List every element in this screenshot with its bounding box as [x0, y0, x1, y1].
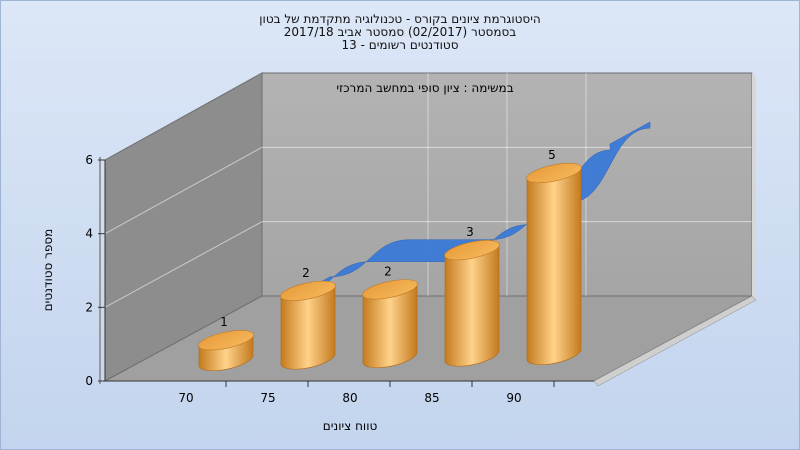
chart-title-line-1: היסטוגרמת ציונים בקורס - טכנולוגיה מתקדמ…: [259, 12, 541, 26]
chart-title-line-3: סטודנטים רשומים - 13: [341, 38, 459, 52]
bar-70: 1: [198, 315, 254, 371]
bar-top: [526, 162, 582, 184]
y-tick-label: 0: [85, 374, 93, 388]
back-wall: [261, 72, 753, 297]
bar-body: [526, 166, 582, 365]
bar-90: 5: [526, 148, 582, 365]
x-axis-title: טווח ציונים: [323, 419, 378, 433]
x-tick-label: 70: [178, 391, 193, 405]
bar-75: 2: [280, 266, 336, 370]
bar-body: [280, 284, 336, 370]
bar-body: [444, 243, 500, 367]
grid-line-wall: [104, 221, 263, 308]
bar-top: [198, 330, 254, 351]
bar-85: 3: [444, 225, 500, 367]
y-tick-label: 4: [85, 227, 93, 241]
bar-top: [280, 280, 336, 301]
bar-value-label: 3: [466, 225, 474, 239]
bar-top: [362, 279, 418, 300]
x-tick-label: 90: [506, 391, 521, 405]
bar-value-label: 2: [302, 266, 310, 280]
x-tick-label: 80: [342, 391, 357, 405]
bar-value-label: 1: [220, 315, 228, 329]
bar-body: [362, 283, 418, 368]
trend-ribbon: [289, 121, 651, 300]
y-tick-label: 2: [85, 300, 93, 314]
x-tick-label: 75: [260, 391, 275, 405]
bar-value-label: 2: [384, 264, 392, 278]
bar-80: 2: [362, 264, 418, 368]
floor-edge: [593, 295, 757, 387]
y-axis-title: מספר סטודנטים: [41, 229, 55, 312]
y-tick-label: 6: [85, 153, 93, 167]
chart-annotation: במשימה : ציון סופי במחשב המרכזי: [336, 81, 513, 95]
bar-top: [444, 240, 500, 261]
chart-title-line-2: בסמסטר (02/2017) סמסטר אביב 2017/18: [283, 25, 517, 39]
back-wall-edge: [752, 73, 756, 300]
grid-line-wall: [104, 146, 263, 235]
bar-value-label: 5: [548, 148, 556, 162]
x-tick-label: 85: [424, 391, 439, 405]
